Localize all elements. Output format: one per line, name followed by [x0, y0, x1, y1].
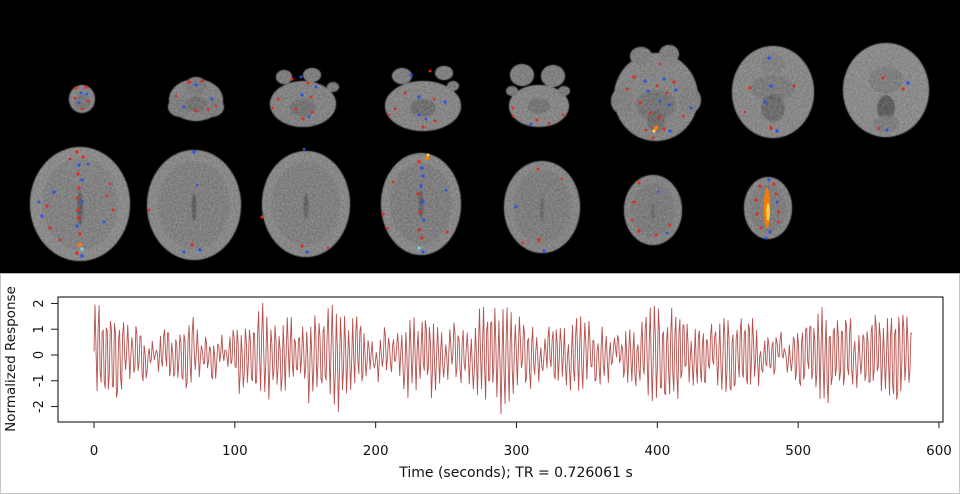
- brain-slice: [69, 85, 95, 113]
- x-axis-label: Time (seconds); TR = 0.726061 s: [398, 465, 632, 481]
- brain-slice: [732, 46, 814, 138]
- y-axis-label: Normalized Response: [3, 286, 19, 432]
- svg-text:100: 100: [222, 443, 248, 459]
- svg-text:2: 2: [32, 299, 47, 307]
- x-axis-ticks: 0 100 200 300 400 500 600: [90, 422, 952, 459]
- y-axis-ticks: -2 -1 0 1 2: [32, 299, 58, 413]
- activation-spots: [630, 181, 672, 237]
- brain-slice-montage: [0, 0, 960, 273]
- brain-slice: [611, 45, 701, 141]
- brain-slice: [504, 161, 580, 253]
- activation-spots: [511, 106, 565, 126]
- activation-spots: [754, 178, 781, 240]
- svg-text:-2: -2: [32, 400, 47, 413]
- timeseries-chart-svg: 0 100 200 300 400 500 600 -2 -1 0 1 2 Time (second…: [3, 286, 952, 481]
- brain-slice: [843, 43, 929, 137]
- svg-text:-1: -1: [32, 374, 47, 387]
- brain-slices-svg: [30, 43, 929, 261]
- svg-text:0: 0: [90, 443, 99, 459]
- brain-slice: [147, 150, 241, 260]
- activation-spots: [147, 150, 202, 254]
- activation-spots: [514, 167, 564, 253]
- timeseries-panel: 0 100 200 300 400 500 600 -2 -1 0 1 2 Time (second…: [0, 273, 960, 494]
- activation-spots: [743, 56, 796, 133]
- activation-spots: [271, 75, 318, 121]
- activation-spots: [387, 69, 447, 129]
- brain-slice: [30, 147, 130, 261]
- brain-slice: [385, 66, 461, 131]
- brain-slice: [260, 147, 350, 257]
- svg-text:1: 1: [32, 325, 47, 333]
- svg-text:200: 200: [363, 443, 389, 459]
- brain-slice: [168, 77, 224, 121]
- brain-slice: [270, 68, 339, 127]
- brain-slice: [506, 64, 570, 127]
- svg-text:0: 0: [32, 351, 47, 359]
- plot-box: [57, 296, 944, 423]
- svg-text:400: 400: [644, 443, 670, 459]
- brain-slice: [381, 153, 461, 255]
- activation-spots: [174, 79, 218, 113]
- activation-spots: [37, 150, 115, 258]
- svg-text:500: 500: [785, 443, 811, 459]
- svg-text:300: 300: [504, 443, 530, 459]
- timeseries-line: [93, 302, 913, 415]
- activation-spots: [260, 147, 330, 254]
- activation-spots: [625, 62, 693, 140]
- svg-text:600: 600: [926, 443, 952, 459]
- activation-spots: [381, 153, 449, 254]
- activation-spots: [73, 85, 90, 111]
- brain-slice: [744, 177, 792, 240]
- activation-spots: [877, 76, 910, 132]
- brain-slice: [624, 175, 682, 245]
